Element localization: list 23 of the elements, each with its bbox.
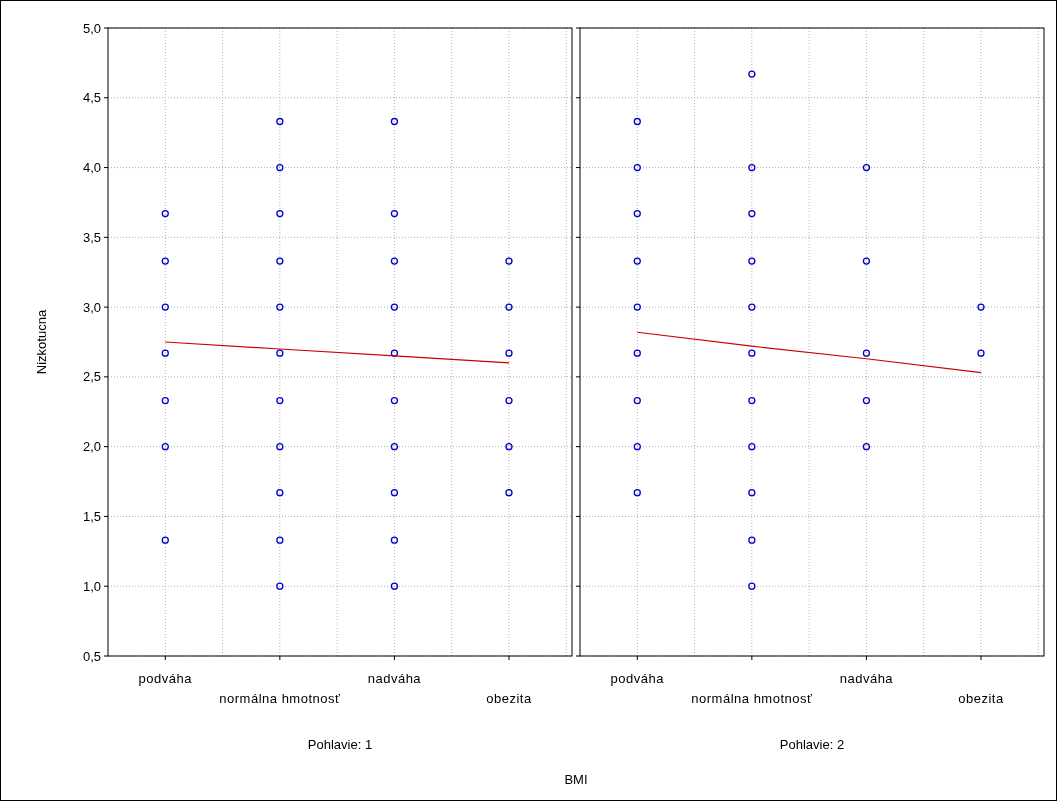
x-tick-label: normálna hmotnosť bbox=[691, 691, 813, 706]
y-tick-label: 4,5 bbox=[82, 90, 101, 106]
y-tick-label: 2,5 bbox=[82, 369, 101, 385]
x-axis-title: Pohlavie: 2 bbox=[779, 737, 845, 752]
x-axis-title: Pohlavie: 1 bbox=[307, 737, 373, 752]
y-tick-label: 4,0 bbox=[82, 160, 101, 176]
y-axis-title: Nizkotucna bbox=[34, 309, 49, 375]
x-tick-label: podváha bbox=[138, 671, 193, 686]
x-tick-label: nadváha bbox=[367, 671, 422, 686]
x-tick-label: obezita bbox=[486, 691, 532, 706]
x-tick-label: podváha bbox=[610, 671, 665, 686]
x-tick-label: obezita bbox=[958, 691, 1004, 706]
y-tick-label: 5,0 bbox=[82, 20, 101, 36]
y-tick-label: 3,5 bbox=[82, 229, 101, 245]
line-series bbox=[164, 341, 510, 364]
y-tick-label: 1,5 bbox=[82, 508, 101, 524]
text: BMI bbox=[564, 772, 588, 787]
y-tick-label: 3,0 bbox=[82, 299, 101, 315]
y-tick-label: 2,0 bbox=[82, 439, 101, 455]
x-tick-label: nadváha bbox=[839, 671, 894, 686]
y-tick-label: 0,5 bbox=[82, 648, 101, 664]
y-tick-label: 1,0 bbox=[82, 578, 101, 594]
x-tick-label: normálna hmotnosť bbox=[219, 691, 341, 706]
